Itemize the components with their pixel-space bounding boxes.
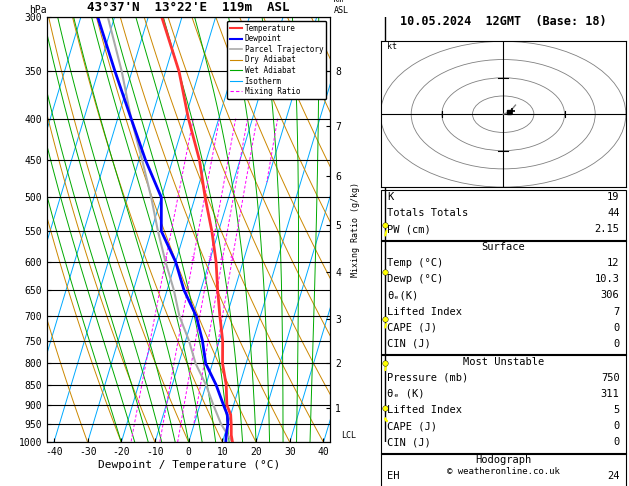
Text: 5: 5 (230, 256, 234, 262)
Title: 43°37'N  13°22'E  119m  ASL: 43°37'N 13°22'E 119m ASL (87, 1, 290, 15)
Text: Pressure (mb): Pressure (mb) (387, 373, 468, 383)
Text: Mixing Ratio (g/kg): Mixing Ratio (g/kg) (351, 182, 360, 277)
Text: 0: 0 (613, 323, 620, 332)
Text: Lifted Index: Lifted Index (387, 307, 462, 316)
Text: 44: 44 (607, 208, 620, 218)
Text: Totals Totals: Totals Totals (387, 208, 468, 218)
Text: 311: 311 (601, 389, 620, 399)
Text: Temp (°C): Temp (°C) (387, 259, 443, 268)
Text: θₑ (K): θₑ (K) (387, 389, 425, 399)
Text: EH: EH (387, 471, 399, 482)
Text: 0: 0 (613, 339, 620, 348)
Text: LCL: LCL (342, 431, 357, 440)
Text: 10.3: 10.3 (594, 275, 620, 284)
Text: 1: 1 (163, 256, 167, 262)
Text: 0: 0 (613, 421, 620, 431)
Text: 24: 24 (607, 471, 620, 482)
X-axis label: Dewpoint / Temperature (°C): Dewpoint / Temperature (°C) (97, 460, 280, 470)
Text: θₑ(K): θₑ(K) (387, 291, 418, 300)
Text: Dewp (°C): Dewp (°C) (387, 275, 443, 284)
Text: 2: 2 (191, 256, 195, 262)
Text: 19: 19 (607, 192, 620, 202)
Text: kt: kt (387, 42, 397, 51)
Text: 12: 12 (607, 259, 620, 268)
Text: CIN (J): CIN (J) (387, 339, 431, 348)
Text: 0: 0 (613, 437, 620, 447)
Text: 750: 750 (601, 373, 620, 383)
Text: Surface: Surface (481, 243, 525, 252)
Legend: Temperature, Dewpoint, Parcel Trajectory, Dry Adiabat, Wet Adiabat, Isotherm, Mi: Temperature, Dewpoint, Parcel Trajectory… (227, 21, 326, 99)
Text: 7: 7 (613, 307, 620, 316)
Text: CIN (J): CIN (J) (387, 437, 431, 447)
Text: 306: 306 (601, 291, 620, 300)
Text: km
ASL: km ASL (333, 0, 348, 15)
Text: © weatheronline.co.uk: © weatheronline.co.uk (447, 467, 560, 476)
Text: K: K (387, 192, 393, 202)
Text: 5: 5 (613, 405, 620, 415)
Text: 10.05.2024  12GMT  (Base: 18): 10.05.2024 12GMT (Base: 18) (400, 15, 606, 28)
Text: Hodograph: Hodograph (475, 455, 532, 466)
Text: CAPE (J): CAPE (J) (387, 421, 437, 431)
Text: Lifted Index: Lifted Index (387, 405, 462, 415)
Text: CAPE (J): CAPE (J) (387, 323, 437, 332)
Text: PW (cm): PW (cm) (387, 224, 431, 234)
Text: Most Unstable: Most Unstable (462, 357, 544, 367)
Text: 3: 3 (208, 256, 211, 262)
Text: hPa: hPa (29, 5, 47, 15)
Text: 2.15: 2.15 (594, 224, 620, 234)
Text: 4: 4 (220, 256, 224, 262)
